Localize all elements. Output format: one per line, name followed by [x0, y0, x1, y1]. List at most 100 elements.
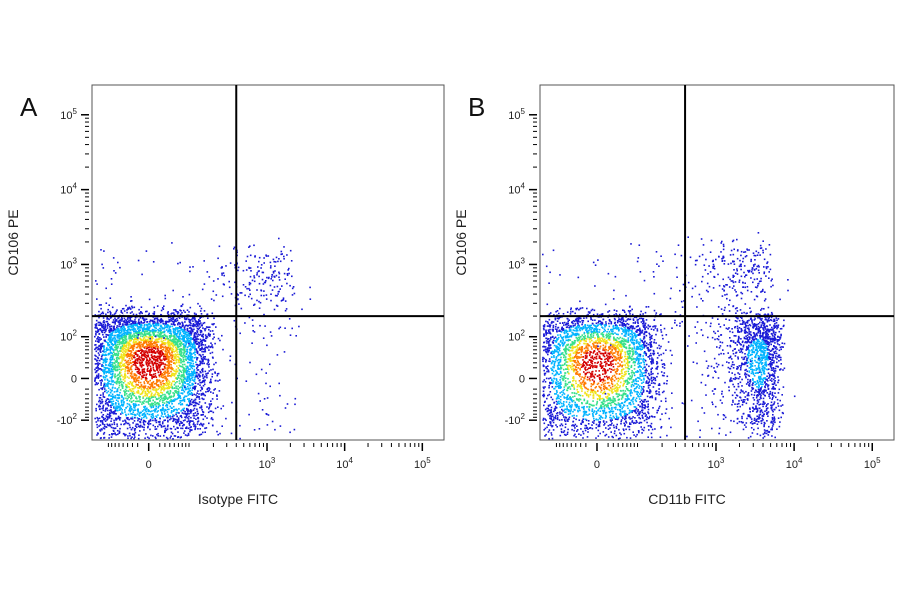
event-dot — [108, 323, 111, 326]
event-dot — [248, 295, 250, 298]
event-dot — [160, 335, 163, 337]
event-dot — [188, 404, 191, 406]
event-dot — [102, 427, 105, 429]
event-dot — [570, 409, 572, 411]
event-dot — [168, 336, 171, 338]
event-dot — [161, 307, 164, 309]
event-dot — [109, 388, 112, 391]
event-dot — [192, 420, 194, 422]
event-dot — [182, 336, 185, 338]
event-dot — [132, 324, 135, 326]
event-dot — [164, 409, 166, 412]
event-dot — [137, 437, 140, 440]
event-dot — [160, 415, 163, 417]
event-dot — [117, 356, 119, 359]
event-dot — [126, 332, 129, 335]
event-dot — [230, 293, 233, 295]
event-dot — [170, 375, 172, 378]
event-dot — [127, 417, 129, 419]
event-dot — [111, 396, 114, 399]
event-dot — [155, 343, 158, 346]
event-dot — [149, 428, 151, 431]
event-dot — [115, 344, 118, 347]
event-dot — [164, 339, 167, 341]
event-dot — [175, 310, 178, 313]
event-dot — [207, 390, 209, 393]
event-dot — [125, 340, 128, 342]
event-dot — [112, 331, 114, 333]
event-dot — [104, 369, 106, 371]
event-dot — [120, 341, 122, 344]
event-dot — [176, 421, 178, 423]
event-dot — [112, 351, 115, 354]
event-dot — [126, 363, 129, 366]
event-dot — [118, 337, 120, 339]
event-dot — [201, 424, 204, 427]
event-dot — [123, 343, 126, 346]
event-dot — [100, 338, 102, 340]
event-dot — [127, 413, 130, 416]
event-dot — [189, 324, 191, 326]
event-dot — [102, 423, 104, 425]
event-dot — [140, 331, 143, 334]
event-dot — [143, 381, 145, 383]
event-dot — [172, 355, 174, 357]
event-dot — [200, 307, 203, 310]
event-dot — [114, 272, 117, 274]
event-dot — [170, 318, 172, 321]
event-dot — [187, 334, 189, 336]
event-dot — [119, 361, 122, 364]
event-dot — [139, 343, 141, 345]
event-dot — [157, 363, 160, 366]
event-dot — [201, 388, 203, 390]
event-dot — [180, 358, 182, 361]
event-dot — [276, 285, 279, 288]
event-dot — [120, 356, 122, 358]
event-dot — [221, 334, 223, 337]
event-dot — [125, 433, 127, 436]
event-dot — [276, 295, 278, 297]
event-dot — [183, 371, 185, 374]
event-dot — [105, 389, 107, 392]
event-dot — [201, 409, 203, 411]
event-dot — [126, 405, 129, 408]
event-dot — [133, 320, 136, 323]
event-dot — [168, 366, 170, 368]
event-dot — [181, 322, 184, 324]
event-dot — [212, 280, 215, 282]
event-dot — [215, 294, 218, 296]
event-dot — [152, 373, 155, 376]
event-dot — [206, 376, 208, 379]
event-dot — [132, 342, 135, 344]
event-dot — [100, 411, 103, 414]
event-dot — [161, 374, 163, 376]
event-dot — [112, 338, 114, 340]
event-dot — [132, 325, 134, 328]
event-dot — [165, 329, 168, 331]
event-dot — [116, 366, 119, 369]
event-dot — [175, 411, 178, 414]
event-dot — [126, 422, 129, 425]
event-dot — [193, 380, 195, 383]
event-dot — [109, 338, 112, 340]
event-dot — [104, 360, 106, 362]
event-dot — [159, 409, 162, 412]
event-dot — [95, 323, 98, 325]
event-dot — [127, 347, 129, 349]
event-dot — [170, 330, 172, 333]
event-dot — [111, 355, 113, 357]
event-dot — [203, 383, 206, 386]
event-dot — [204, 346, 207, 349]
event-dot — [212, 333, 215, 335]
event-dot — [136, 355, 139, 357]
event-dot — [177, 377, 180, 379]
event-dot — [96, 416, 98, 419]
event-dot — [114, 329, 116, 332]
event-dot — [149, 387, 152, 390]
event-dot — [94, 363, 97, 365]
event-dot — [192, 387, 194, 389]
event-dot — [141, 361, 143, 364]
event-dot — [137, 384, 139, 386]
event-dot — [209, 326, 211, 328]
event-dot — [259, 400, 261, 402]
